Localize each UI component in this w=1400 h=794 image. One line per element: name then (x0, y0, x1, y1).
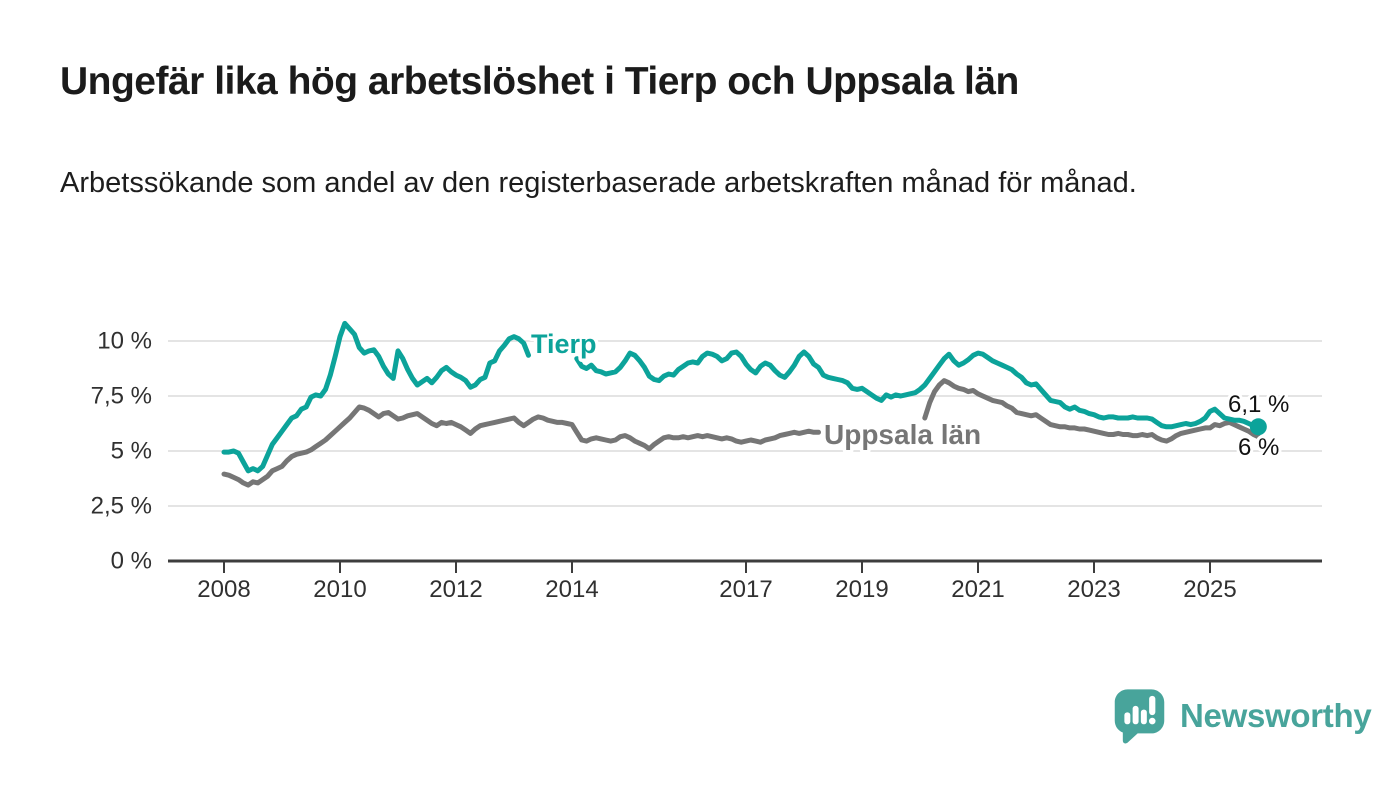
exclamation-dot (1148, 717, 1156, 725)
x-tick-label: 2025 (1183, 576, 1236, 600)
series-lines (221, 320, 1267, 488)
y-tick-label: 2,5 % (91, 493, 152, 520)
chart-subtitle: Arbetssökande som andel av den registerb… (60, 167, 1137, 199)
x-axis: 2008 2010 2012 2014 2017 2019 2021 2023 2025 (168, 559, 1322, 600)
speech-bubble-shape (1114, 689, 1165, 744)
x-tick-label: 2023 (1067, 576, 1120, 600)
x-tick-label: 2019 (835, 576, 888, 600)
y-tick-label: 7,5 % (91, 383, 152, 410)
series-label: Uppsala län (824, 419, 981, 450)
series-line-tierp (574, 349, 1261, 430)
bar-2 (1132, 705, 1139, 725)
x-tick-label: 2017 (719, 576, 772, 600)
exclamation-stroke (1149, 695, 1156, 716)
y-tick-label: 0 % (111, 548, 152, 575)
series-line-tierp (221, 320, 531, 474)
series-line-uppsala-län (922, 378, 1261, 444)
newsworthy-logo-icon (1114, 689, 1165, 744)
brand-footer: Newsworthy (1112, 684, 1372, 748)
y-tick-label: 10 % (97, 328, 152, 355)
bar-3 (1140, 709, 1147, 725)
y-axis-labels: 0 % 2,5 % 5 % 7,5 % 10 % (91, 328, 152, 575)
series-labels: Tierp 6,1 % Uppsala län 6 % (528, 326, 1293, 465)
series-line-uppsala-län (221, 404, 821, 488)
y-tick-label: 5 % (111, 438, 152, 465)
chart-svg: 2008 2010 2012 2014 2017 2019 2021 2023 2025 0 %… (91, 320, 1322, 600)
end-dot-tierp (1249, 418, 1267, 436)
end-value-label: 6,1 % (1228, 391, 1289, 418)
x-tick-label: 2012 (429, 576, 482, 600)
page-title: Ungefär lika hög arbetslöshet i Tierp oc… (60, 60, 1019, 103)
brand-wordmark: Newsworthy (1180, 697, 1372, 734)
gridlines (168, 340, 1322, 507)
x-tick-label: 2010 (313, 576, 366, 600)
bar-1 (1124, 712, 1131, 725)
series-label: Tierp (531, 329, 597, 359)
x-tick-label: 2021 (951, 576, 1004, 600)
x-tick-label: 2008 (197, 576, 250, 600)
end-value-label: 6 % (1238, 434, 1279, 461)
x-tick-label: 2014 (545, 576, 598, 600)
